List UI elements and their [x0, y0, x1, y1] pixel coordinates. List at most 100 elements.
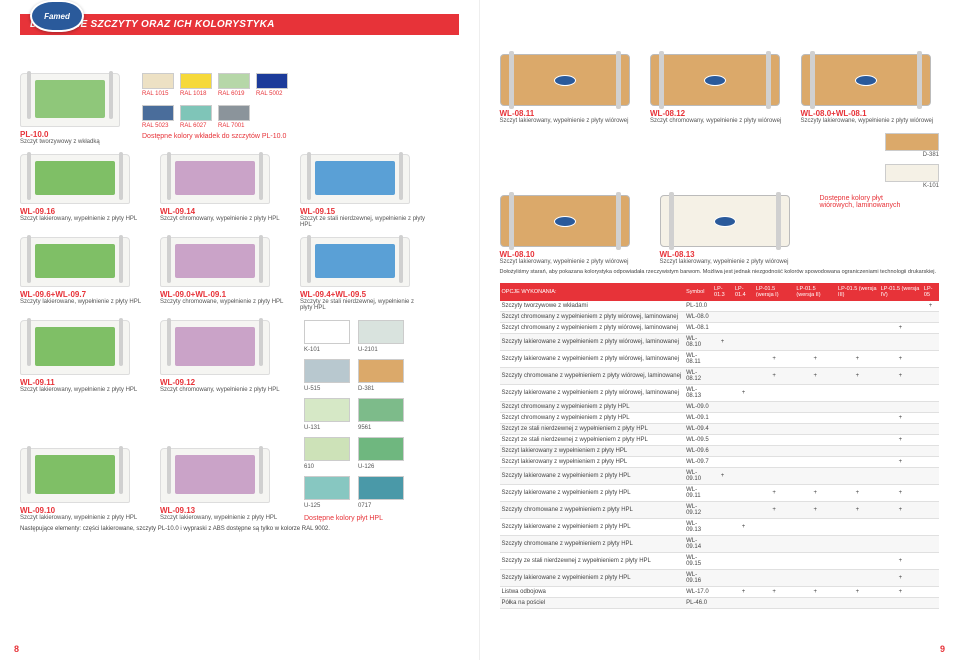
table-cell: WL-09.1 [684, 413, 712, 424]
table-cell [712, 446, 733, 457]
item-code: WL-08.12 [650, 109, 789, 118]
table-cell [794, 446, 836, 457]
item-desc: Szczyt chromowany, wypełnienie z płyty H… [160, 216, 288, 223]
table-cell: + [733, 519, 754, 536]
item-desc: Szczyt lakierowany, wypełnienie z płyty … [20, 387, 148, 394]
item-desc: Szczyt lakierowany, wypełnienie z płyty … [660, 259, 790, 266]
item-desc: Szczyt lakierowany, wypełnienie z płyty … [500, 118, 639, 125]
laminate-swatches: D-381 K-101 [500, 133, 940, 189]
table-header: LP-01.5 (wersja IV) [879, 283, 922, 301]
hpl-label: D-381 [358, 386, 404, 392]
table-cell: Szczyty lakierowane z wypełnieniem z pły… [500, 468, 685, 485]
table-header: LP-01.5 (wersja I) [754, 283, 794, 301]
ral-label: RAL 1015 [142, 91, 174, 97]
hpl-label: 610 [304, 464, 350, 470]
wl09-bottom1: WL-09.11Szczyt lakierowany, wypełnienie … [20, 320, 288, 394]
ral-block: RAL 1015RAL 1018RAL 6019RAL 5002 RAL 502… [142, 73, 459, 140]
table-cell [712, 312, 733, 323]
table-cell: PL-46.0 [684, 598, 712, 609]
table-row: Szczyty chromowane z wypełnieniem z płyt… [500, 368, 940, 385]
headboard-item: WL-09.16Szczyt lakierowany, wypełnienie … [20, 154, 148, 223]
item-desc: Szczyt tworzywowy z wkładką [20, 139, 130, 146]
headboard-item: WL-09.12Szczyt chromowany, wypełnienie z… [160, 320, 288, 394]
logo: Famed [30, 0, 84, 32]
table-cell: Listwa odbojowa [500, 587, 685, 598]
ral-row2 [142, 105, 459, 121]
table-cell: Szczyty chromowane z wypełnieniem z płyt… [500, 368, 685, 385]
table-cell [922, 312, 939, 323]
table-cell: Szczyty chromowane z wypełnieniem z płyt… [500, 502, 685, 519]
table-cell [712, 587, 733, 598]
table-cell: + [754, 368, 794, 385]
wl08-row: WL-08.10 Szczyt lakierowany, wypełnienie… [500, 195, 940, 266]
table-cell [794, 323, 836, 334]
item-code: PL-10.0 [20, 130, 130, 139]
table-cell: Szczyty tworzywowe z wkładami [500, 301, 685, 312]
page-number: 8 [14, 644, 19, 654]
table-cell [836, 334, 879, 351]
headboard-item: WL-09.4+WL-09.5Szczyty ze stali nierdzew… [300, 237, 428, 312]
table-cell: + [794, 502, 836, 519]
table-cell [922, 519, 939, 536]
table-cell [879, 519, 922, 536]
hpl-note: Dostępne kolory płyt HPL [304, 515, 404, 522]
table-cell: Szczyt chromowany z wypełnieniem z płyty… [500, 413, 685, 424]
table-cell [794, 598, 836, 609]
table-cell [922, 468, 939, 485]
hpl-swatch: U-515 [304, 359, 350, 392]
table-row: Szczyty lakierowane z wypełnieniem z pły… [500, 385, 940, 402]
table-cell [754, 385, 794, 402]
table-row: Szczyt chromowany z wypełnieniem z płyty… [500, 402, 940, 413]
headboard-item: WL-09.11Szczyt lakierowany, wypełnienie … [20, 320, 148, 394]
table-cell [922, 385, 939, 402]
table-cell [754, 424, 794, 435]
table-cell [922, 570, 939, 587]
hpl-label: 0717 [358, 503, 404, 509]
table-cell [836, 570, 879, 587]
table-row: Półka na pościelPL-46.0 [500, 598, 940, 609]
table-cell [922, 424, 939, 435]
table-cell [754, 446, 794, 457]
item-desc: Szczyty chromowane, wypełnienie z płyty … [160, 299, 288, 306]
table-cell: + [754, 502, 794, 519]
hpl-swatch: D-381 [358, 359, 404, 392]
table-cell [794, 334, 836, 351]
table-cell: + [794, 368, 836, 385]
table-cell [754, 457, 794, 468]
table-cell: PL-10.0 [684, 301, 712, 312]
hpl-swatch: 9561 [358, 398, 404, 431]
table-cell [712, 553, 733, 570]
top-right-item: WL-08.11Szczyt lakierowany, wypełnienie … [500, 54, 639, 125]
item-code: WL-09.12 [160, 378, 288, 387]
table-cell [733, 334, 754, 351]
table-cell [922, 485, 939, 502]
table-cell [922, 553, 939, 570]
table-cell: + [836, 485, 879, 502]
table-cell: WL-09.10 [684, 468, 712, 485]
table-cell: + [712, 334, 733, 351]
hpl-swatch: U-126 [358, 437, 404, 470]
hpl-label: U-2101 [358, 347, 404, 353]
table-cell [794, 457, 836, 468]
table-cell [922, 334, 939, 351]
table-cell: WL-09.11 [684, 485, 712, 502]
table-cell: WL-08.13 [684, 385, 712, 402]
table-row: Szczyt lakierowany z wypełnieniem z płyt… [500, 446, 940, 457]
table-cell [794, 468, 836, 485]
table-cell [794, 435, 836, 446]
page-number: 9 [940, 644, 945, 654]
table-row: Szczyt lakierowany z wypełnieniem z płyt… [500, 457, 940, 468]
pl10-item: PL-10.0 Szczyt tworzywowy z wkładką [20, 73, 130, 146]
table-header: LP-01.3 [712, 283, 733, 301]
table-cell [754, 468, 794, 485]
top-row: PL-10.0 Szczyt tworzywowy z wkładką RAL … [20, 73, 459, 146]
table-cell [922, 502, 939, 519]
table-cell: + [794, 485, 836, 502]
table-cell [836, 301, 879, 312]
table-header: LP-01.5 (wersja II) [794, 283, 836, 301]
table-cell: Szczyty ze stali nierdzewnej z wypełnien… [500, 553, 685, 570]
item-code: WL-09.0+WL-09.1 [160, 290, 288, 299]
table-cell: WL-17.0 [684, 587, 712, 598]
table-cell [733, 424, 754, 435]
table-cell: + [879, 351, 922, 368]
